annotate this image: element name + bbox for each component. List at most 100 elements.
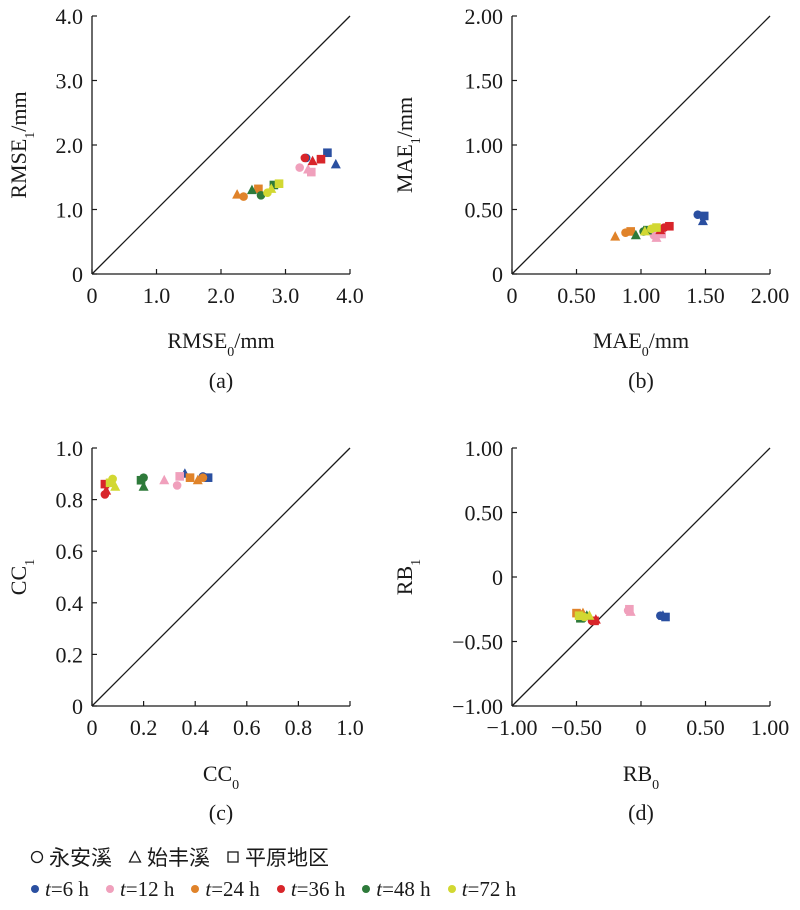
x-tick-label: 0: [507, 283, 518, 308]
legend-var: t: [45, 876, 51, 901]
legend-item-t72: t =72 h: [447, 877, 516, 902]
dot-marker-icon: [191, 885, 200, 893]
x-axis-title: RB0: [623, 761, 659, 793]
x-tick-label: 1.00: [622, 283, 661, 308]
y-axis-title: MAE1/mm: [392, 97, 424, 193]
legend-label: =72 h: [467, 876, 517, 901]
y-tick-label: 1.0: [56, 436, 84, 461]
data-point-triangle-t12: [159, 474, 170, 485]
data-point-circle-t12: [172, 481, 182, 490]
y-tick-label: 4.0: [56, 4, 84, 29]
data-point-triangle-t48: [630, 229, 641, 240]
legend-var: t: [205, 876, 212, 901]
y-tick-label: 0: [72, 694, 83, 719]
legend-item-t36: t =36 h: [276, 877, 345, 902]
square-marker-icon: [227, 851, 239, 863]
x-tick-label: 1.0: [336, 715, 364, 740]
y-tick-label: 0.8: [56, 488, 84, 513]
legend-item-t12: t =12 h: [105, 877, 174, 902]
x-tick-label: −0.50: [551, 715, 602, 740]
data-point-triangle-t24: [232, 189, 243, 199]
identity-line: [91, 15, 351, 275]
identity-line: [91, 447, 351, 707]
y-tick-label: 0: [492, 262, 503, 287]
circle-marker-icon: [30, 850, 44, 864]
data-point-square-t72: [574, 611, 584, 620]
x-tick-label: 0.4: [181, 715, 209, 740]
data-point-triangle-t12: [651, 232, 662, 242]
data-point-square-t36: [665, 221, 674, 231]
panel-label: (b): [628, 368, 654, 393]
x-axis-title: RMSE0/mm: [167, 328, 274, 360]
y-tick-label: 0.50: [465, 501, 504, 526]
data-point-square-t6: [699, 211, 709, 221]
data-point-square-t48: [136, 475, 146, 485]
legend-label: 始丰溪: [147, 846, 210, 870]
legend-var: t: [461, 876, 468, 901]
legend-item-t6: t =6 h: [30, 877, 89, 902]
data-point-triangle-t36: [101, 485, 112, 495]
x-tick-label: −1.00: [487, 715, 538, 740]
y-tick-label: 1.00: [465, 133, 504, 158]
x-tick-label: 0.8: [285, 715, 313, 740]
y-tick-label: 3.0: [56, 69, 84, 94]
data-point-circle-t48: [256, 191, 266, 200]
x-tick-label: 4.0: [336, 283, 364, 308]
x-tick-label: 1.0: [143, 283, 171, 308]
x-tick-label: 0.6: [233, 715, 261, 740]
data-point-square-t36: [100, 479, 110, 489]
legend-var: t: [119, 876, 126, 901]
data-point-square-t24: [626, 227, 635, 236]
data-point-triangle-t48: [246, 184, 257, 195]
y-tick-label: 1.0: [56, 198, 84, 223]
data-point-square-t24: [185, 473, 195, 482]
data-point-square-t36: [590, 616, 599, 626]
dot-marker-icon: [362, 885, 371, 893]
data-point-triangle-t36: [307, 155, 318, 166]
x-tick-label: 0.50: [686, 715, 725, 740]
identity-line: [511, 447, 771, 707]
x-tick-label: 0: [87, 715, 98, 740]
legend-label: =48 h: [382, 876, 431, 901]
data-point-square-t48: [269, 180, 279, 190]
legend-item-shape-circle: 永安溪: [30, 842, 112, 872]
y-tick-label: 0.6: [56, 539, 84, 564]
triangle-marker-icon: [128, 850, 142, 863]
data-point-square-t72: [105, 478, 115, 488]
scatter-panel-1: 0 1.0 2.0 3.0 4.0 0 1.0 2.0 3.0 4.0 RMSE0/mm RMSE1/…: [6, 4, 364, 393]
x-axis-title: MAE0/mm: [593, 328, 689, 360]
data-point-circle-t12: [295, 163, 304, 172]
legend-item-t24: t =24 h: [190, 876, 260, 902]
x-tick-label: 2.0: [207, 283, 235, 308]
data-point-circle-t24: [239, 192, 248, 201]
dot-marker-icon: [447, 885, 456, 893]
data-point-triangle-t6: [697, 215, 708, 226]
panel-label: (c): [209, 800, 233, 825]
y-tick-label: 1.50: [465, 69, 504, 94]
data-point-triangle-t6: [330, 158, 341, 169]
x-axis-title: CC0: [203, 761, 239, 793]
data-point-triangle-t72: [639, 225, 650, 236]
scatter-panel-4: −1.00 −0.50 0 0.50 1.00 −1.00 −0.50 0 0.50 1.00 RB…: [392, 436, 789, 825]
legend-var: t: [376, 876, 383, 901]
data-point-triangle-t48: [138, 481, 149, 491]
y-tick-label: 0: [492, 565, 503, 590]
y-tick-label: 2.00: [465, 4, 504, 29]
x-tick-label: 2.00: [751, 283, 790, 308]
scatter-panel-3: 0 0.2 0.4 0.6 0.8 1.0 0 0.2 0.4 0.6 0.8 1.0 CC0 CC1 (c…: [6, 436, 364, 825]
y-axis-title: RMSE1/mm: [6, 91, 38, 198]
data-point-square-t6: [203, 473, 213, 482]
identity-line: [511, 15, 771, 275]
panel-label: (d): [628, 800, 654, 825]
y-tick-label: −0.50: [452, 630, 503, 655]
data-point-triangle-t24: [610, 231, 621, 241]
data-point-triangle-t24: [192, 474, 203, 485]
panel-label: (a): [209, 368, 233, 393]
legend-label: 平原地区: [245, 846, 329, 870]
x-tick-label: 3.0: [272, 283, 300, 308]
x-tick-label: 0.2: [130, 715, 158, 740]
scatter-panel-2: 0 0.50 1.00 1.50 2.00 0 0.50 1.00 1.50 2.00 MAE0/m…: [392, 4, 789, 393]
data-point-triangle-t72: [584, 610, 595, 620]
legend-label: =12 h: [125, 876, 175, 901]
data-point-square-t6: [661, 612, 670, 622]
